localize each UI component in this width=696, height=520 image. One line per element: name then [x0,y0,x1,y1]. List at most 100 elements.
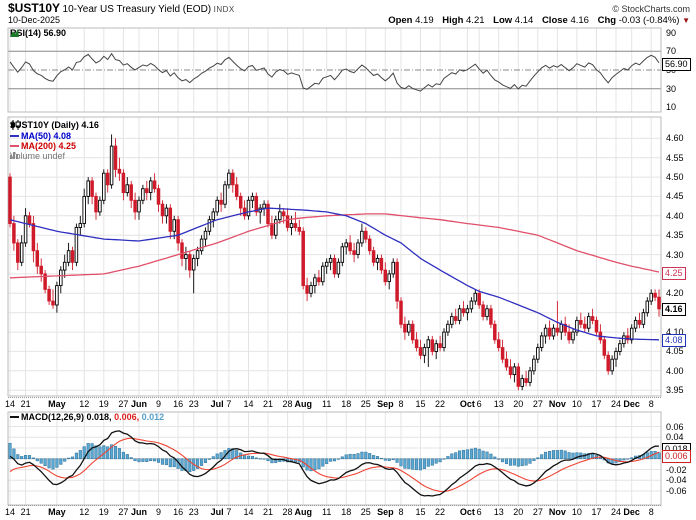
x-tick-label: 22 [435,507,446,517]
axis-tick-label: 0.06 [666,421,684,432]
volume-legend: Volume undef [10,151,65,162]
x-tick-label: 9 [156,507,162,517]
chg-down-triangle-icon: ▼ [682,16,690,25]
x-tick-label: 25 [360,399,371,409]
x-tick-label: Aug [294,507,312,517]
x-tick-label: Jul [210,399,224,409]
x-tick-label: 27 [118,399,129,409]
x-tick-label: 15 [415,399,426,409]
axis-tick-label: -0.04 [666,475,687,486]
candles-layer [8,134,661,391]
axis-tick-label: 4.10 [666,327,684,338]
x-tick-label: Oct [459,399,475,409]
axis-tick-label: 90 [666,27,677,38]
x-tick-label: 10 [571,399,582,409]
x-tick-label: 14 [243,399,254,409]
close-label: Close [541,15,568,26]
x-tick-label: Nov [548,399,566,409]
x-tick-label: Oct [459,507,475,517]
x-tick-label: 25 [360,507,371,517]
x-tick-label: Jun [130,399,147,409]
ma200-line [9,213,660,279]
x-tick-label: 10 [571,507,582,517]
chart-date: 10-Dec-2025 [8,15,61,25]
x-tick-label: 23 [188,399,199,409]
axis-tick-label: 0.04 [666,432,684,443]
instrument-title: 10-Year US Treasury Yield (EOD) [62,4,212,15]
x-tick-label: 7 [226,507,232,517]
macd-legend: MACD(12,26,9) 0.018, 0.006, 0.012 [10,412,164,423]
axis-tick-label: 4.45 [666,191,684,202]
macd-histogram [8,443,661,473]
x-tick-label: 24 [611,507,622,517]
header-line1: $UST10Y 10-Year US Treasury Yield (EOD) … [8,2,235,15]
x-tick-label: 21 [263,507,274,517]
ma50-legend-label: MA(50) 4.08 [21,131,72,141]
chg-label: Chg [597,15,617,26]
x-tick-label: Aug [294,399,312,409]
chg-value: -0.03 (-0.84%) [618,15,680,26]
axis-tick-label: 4.40 [666,210,684,221]
x-tick-label: 21 [20,507,31,517]
x-tick-label: 27 [118,507,129,517]
x-tick-label: 6 [476,507,482,517]
close-value: 4.16 [570,15,589,26]
axis-value-tag: 4.16 [662,302,686,316]
x-tick-label: 8 [398,399,404,409]
axis-tick-label: 4.00 [666,365,684,376]
macd-legend-red: 0.006, [114,412,140,422]
x-tick-label: 11 [322,399,332,409]
x-tick-label: 11 [322,507,332,517]
axis-tick-label: 70 [666,46,677,57]
axis-value-tag: 4.25 [662,266,686,280]
x-tick-label: 14 [4,507,15,517]
x-tick-label: 20 [513,507,524,517]
x-tick-label: Jul [210,507,224,517]
stockcharts-credit: © StockCharts.com [612,4,690,14]
axis-tick-label: 4.20 [666,288,684,299]
ma200-legend-label: MA(200) 4.25 [21,141,77,151]
ma50-line [9,207,660,341]
x-tick-label: 13 [493,507,504,517]
x-tick-label: 8 [398,507,404,517]
ma50-legend: MA(50) 4.08 [10,131,71,142]
x-tick-label: 19 [98,507,109,517]
macd-main-line [9,430,660,497]
macd-signal-line [9,437,660,493]
axis-tick-label: 10 [666,102,677,113]
rsi-legend: RSI(14) 56.90 [10,28,66,39]
quote-line: Open 4.19 High 4.21 Low 4.14 Close 4.16 … [388,15,690,26]
x-tick-label: Dec [623,507,640,517]
candlestick-icon [11,120,20,130]
macd-legend-blue: 0.012 [141,412,165,422]
x-tick-label: 14 [243,507,254,517]
axis-value-tag: 4.08 [662,333,686,347]
x-tick-label: 13 [493,399,504,409]
x-tick-label: 16 [173,399,184,409]
x-tick-label: 15 [415,507,426,517]
x-tick-label: 12 [79,507,90,517]
x-tick-label: 9 [156,399,162,409]
volume-legend-label: Volume undef [10,151,66,161]
open-label: Open [388,15,413,26]
macd-legend-black: MACD(12,26,9) 0.018, [21,412,112,422]
x-tick-label: 17 [591,399,602,409]
exchange-label: INDX [213,5,235,14]
x-tick-label: 19 [98,399,109,409]
axis-tick-label: 4.05 [666,346,684,357]
axis-tick-label: 4.35 [666,230,684,241]
axis-tick-label: -0.02 [666,464,687,475]
x-tick-label: Jun [130,507,147,517]
axis-value-tag: 56.90 [662,57,691,71]
x-tick-label: 7 [226,399,232,409]
x-tick-label: Nov [548,507,566,517]
x-tick-label: Dec [623,399,640,409]
axis-tick-label: 30 [666,83,677,94]
x-tick-label: 27 [532,399,543,409]
x-tick-label: 18 [341,507,352,517]
rsi-area-icon [10,29,19,37]
x-tick-label: 8 [648,507,654,517]
axis-tick-label: 4.55 [666,152,684,163]
